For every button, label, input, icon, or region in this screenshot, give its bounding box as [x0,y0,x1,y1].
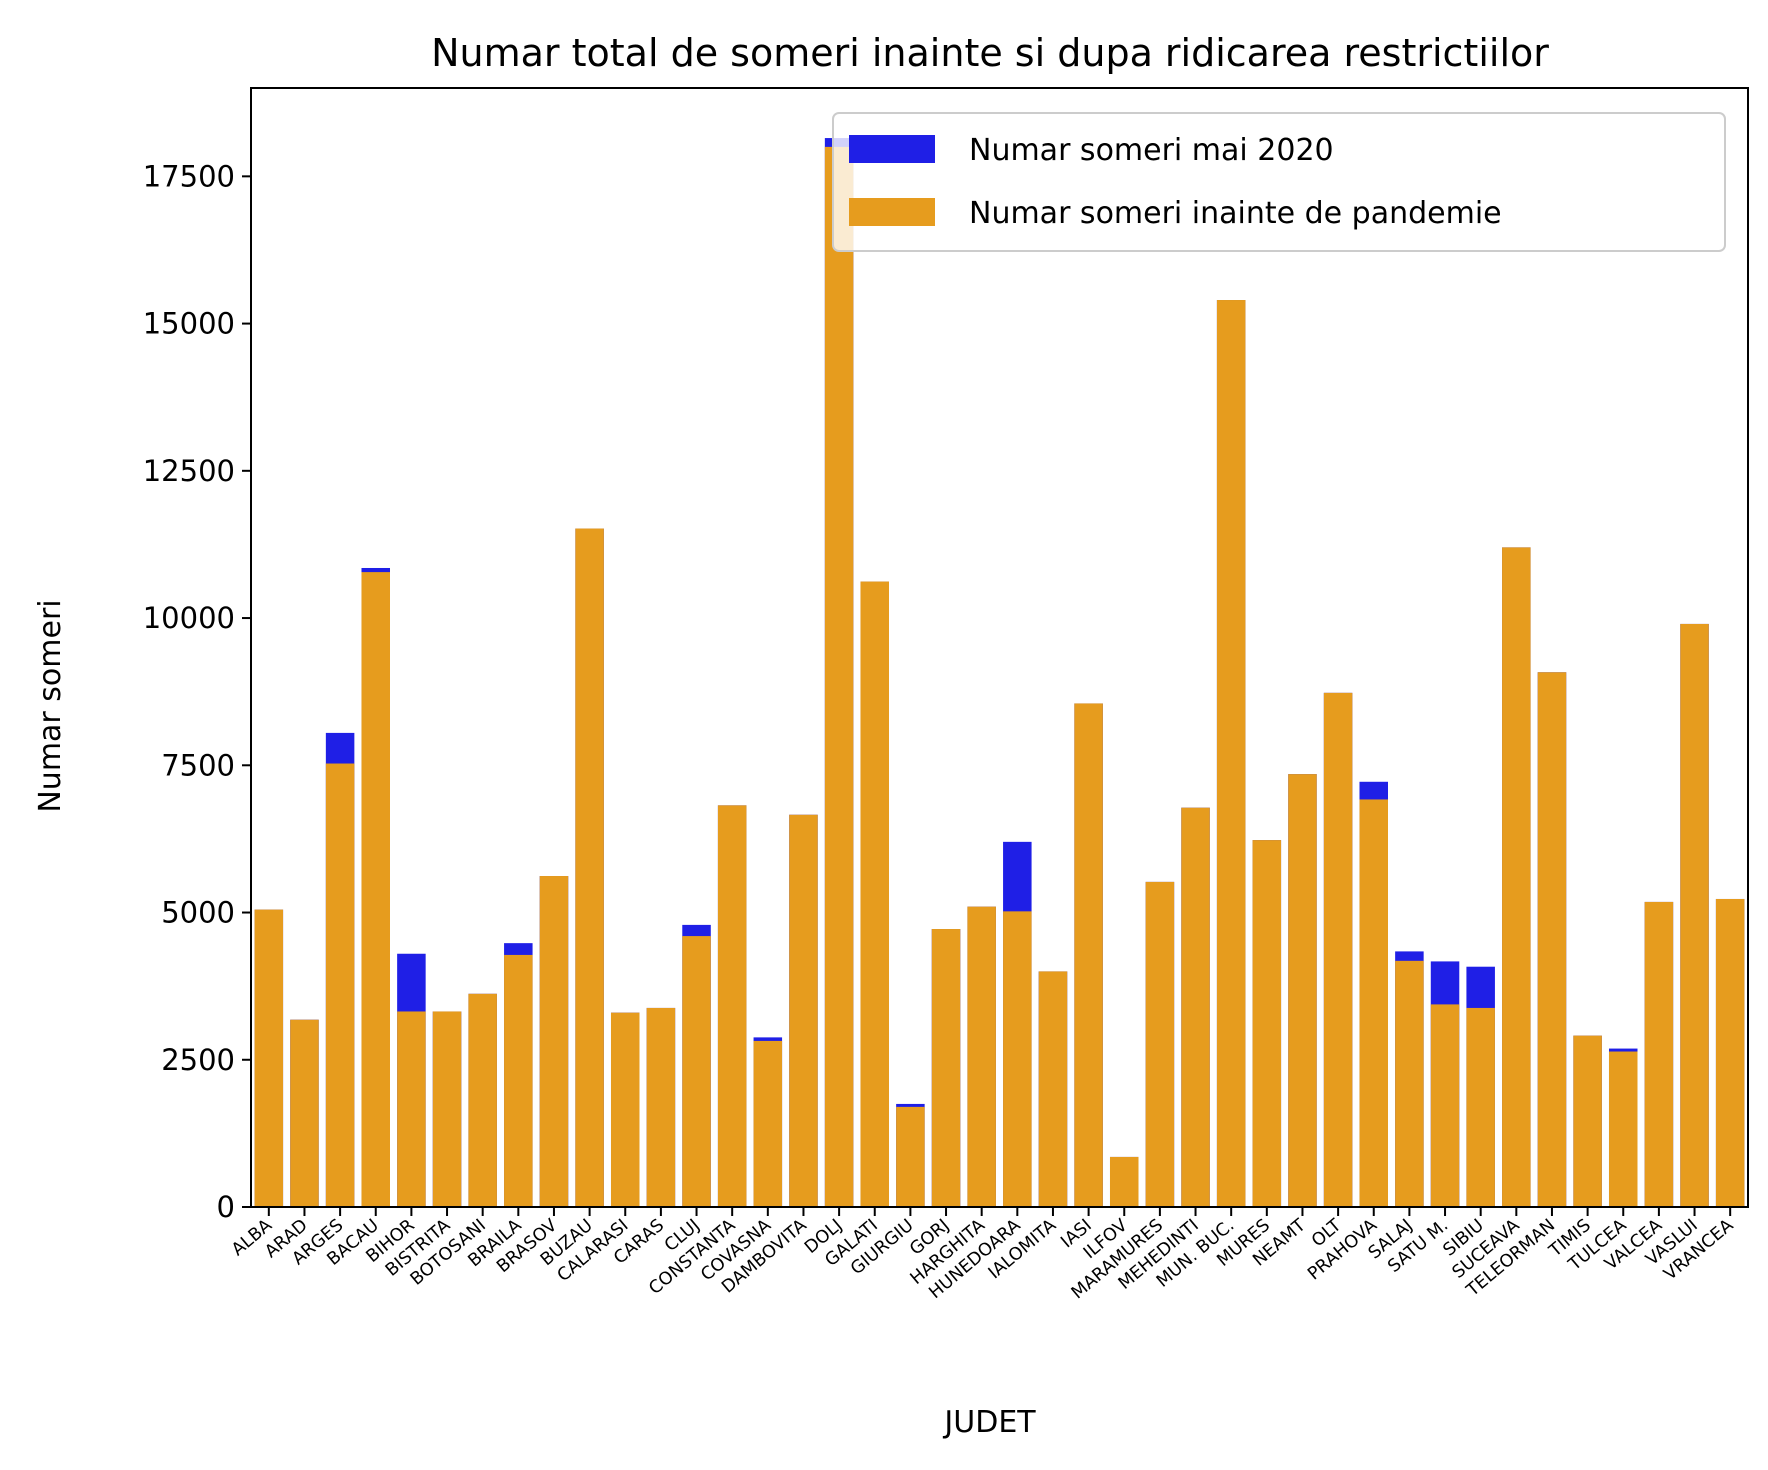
bar-inainte-de-pandemie-iasi [1074,703,1103,1207]
bar-inainte-de-pandemie-alba [254,909,284,1207]
bar-inainte-de-pandemie-arges [325,763,355,1207]
bar-inainte-de-pandemie-buzau [575,528,604,1207]
bars-layer [254,138,1745,1207]
bar-inainte-de-pandemie-ialomita [1038,971,1068,1207]
bar-inainte-de-pandemie-covasna [753,1040,783,1207]
bar-inainte-de-pandemie-constanta [717,805,747,1207]
bar-inainte-de-pandemie-cluj [682,936,711,1207]
bar-inainte-de-pandemie-valcea [1644,901,1674,1207]
bar-inainte-de-pandemie-hunedoara [1003,911,1032,1207]
legend: Numar someri mai 2020 Numar someri inain… [832,112,1726,252]
bar-inainte-de-pandemie-satu-m [1430,1004,1460,1207]
bar-inainte-de-pandemie-mures [1252,840,1282,1207]
bar-inainte-de-pandemie-sibiu [1466,1007,1495,1207]
legend-swatch-mai-2020 [849,135,935,163]
y-tick-label: 7500 [161,748,235,782]
y-tick-label: 5000 [161,896,235,930]
bar-inainte-de-pandemie-mun-buc [1216,300,1246,1207]
legend-label-inainte-de-pandemie: Numar someri inainte de pandemie [969,196,1502,231]
bar-inainte-de-pandemie-calarasi [610,1012,640,1207]
bar-inainte-de-pandemie-teleorman [1537,672,1567,1207]
legend-box [832,112,1726,252]
y-tick-label: 2500 [161,1043,235,1077]
legend-swatch-inainte-de-pandemie [849,198,935,226]
bar-inainte-de-pandemie-olt [1323,692,1353,1207]
bar-inainte-de-pandemie-tulcea [1608,1051,1638,1207]
plot-frame [250,87,1749,1208]
bar-inainte-de-pandemie-braila [504,954,533,1207]
bar-inainte-de-pandemie-prahova [1359,799,1388,1207]
bar-inainte-de-pandemie-brasov [539,876,569,1207]
bar-inainte-de-pandemie-bacau [361,572,390,1207]
x-axis-label: JUDET [942,1405,1036,1440]
bar-inainte-de-pandemie-dambovita [789,814,818,1207]
bar-inainte-de-pandemie-neamt [1288,774,1317,1207]
legend-label-mai-2020: Numar someri mai 2020 [969,133,1334,168]
bar-inainte-de-pandemie-gorj [931,929,961,1207]
bar-inainte-de-pandemie-galati [860,581,889,1207]
y-axis-label: Numar someri [33,599,68,812]
bar-inainte-de-pandemie-giurgiu [896,1106,925,1207]
bar-inainte-de-pandemie-timis [1573,1035,1602,1207]
y-axis: 0 2500 5000 7500 10000 12500 15000 17500 [143,159,251,1224]
bar-inainte-de-pandemie-vrancea [1715,898,1745,1207]
y-tick-label: 0 [217,1190,235,1224]
bar-inainte-de-pandemie-suceava [1502,547,1531,1207]
y-tick-label: 15000 [143,307,235,341]
bar-inainte-de-pandemie-mehedinti [1181,807,1210,1207]
y-tick-label: 12500 [143,454,235,488]
y-tick-label: 10000 [143,601,235,635]
bar-inainte-de-pandemie-bistrita [432,1011,462,1207]
x-axis: ALBAARADARGESBACAUBIHORBISTRITABOTOSANIB… [228,1207,1737,1303]
bar-inainte-de-pandemie-caras [646,1007,676,1207]
bar-inainte-de-pandemie-botosani [468,993,497,1207]
bar-inainte-de-pandemie-ilfov [1109,1156,1139,1207]
bar-inainte-de-pandemie-harghita [967,906,996,1207]
bar-inainte-de-pandemie-bihor [397,1011,426,1207]
chart-title: Numar total de someri inainte si dupa ri… [431,31,1549,75]
bar-inainte-de-pandemie-salaj [1395,960,1424,1207]
bar-inainte-de-pandemie-dolj [824,146,854,1207]
y-tick-label: 17500 [143,159,235,193]
bar-inainte-de-pandemie-vaslui [1680,623,1709,1207]
bar-inainte-de-pandemie-arad [290,1019,319,1207]
bar-inainte-de-pandemie-maramures [1145,881,1175,1207]
